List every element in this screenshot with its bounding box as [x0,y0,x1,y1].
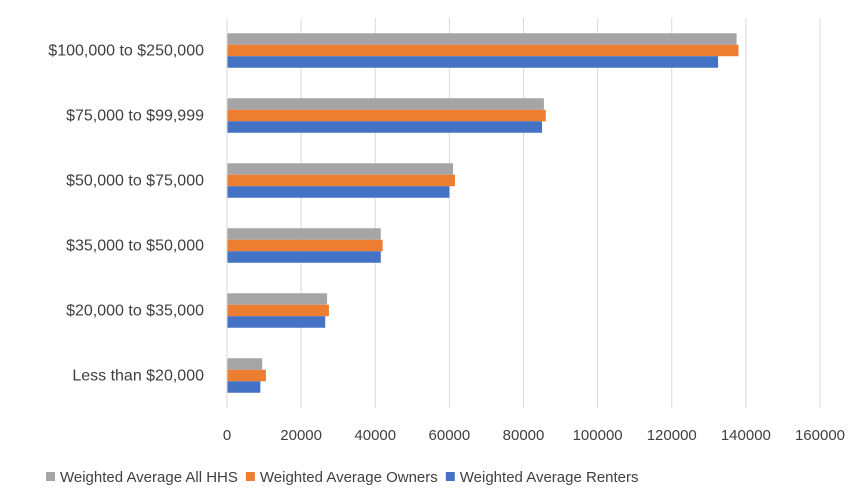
legend-label: Weighted Average Renters [460,469,639,486]
legend-swatch [445,472,455,481]
bar [227,163,454,175]
category-label: $100,000 to $250,000 [48,43,204,60]
legend-swatch [46,472,55,481]
bar [227,369,266,382]
bar [227,228,381,240]
x-tick-label: 60000 [429,427,471,444]
x-tick-label: 160000 [795,427,845,444]
legend-swatch [245,472,255,481]
category-labels: $100,000 to $250,000 $75,000 to $99,999 $5… [48,43,204,385]
bar [227,251,381,263]
bar [227,98,544,110]
bar [227,304,329,317]
bar [227,186,450,198]
x-tick-label: 100000 [573,427,623,444]
legend: Weighted Average All HHS Weighted Average… [46,469,639,486]
bar [227,44,739,57]
x-tick-label: 80000 [503,427,545,444]
gridlines [300,18,821,408]
x-tick-label: 40000 [354,427,396,444]
category-label: $75,000 to $99,999 [66,108,204,125]
category-label: Less than $20,000 [72,368,204,385]
x-tick-labels: 0 20000 40000 60000 80000 100000 120000 140000 1… [223,427,845,444]
legend-label: Weighted Average All HHS [60,469,238,486]
bar [227,316,326,328]
bar [227,56,719,68]
bar [227,358,263,370]
x-tick-label: 0 [223,427,231,444]
bar [227,381,261,393]
x-tick-label: 120000 [647,427,697,444]
category-label: $50,000 to $75,000 [66,173,204,190]
category-label: $35,000 to $50,000 [66,238,204,255]
bar [227,174,455,187]
x-tick-label: 140000 [721,427,771,444]
bar [227,239,383,252]
category-label: $20,000 to $35,000 [66,303,204,320]
bar [227,33,737,45]
bar [227,121,543,133]
x-tick-label: 20000 [280,427,322,444]
bar [227,109,546,122]
bar [227,293,328,305]
legend-label: Weighted Average Owners [260,469,438,486]
bars [227,33,739,393]
